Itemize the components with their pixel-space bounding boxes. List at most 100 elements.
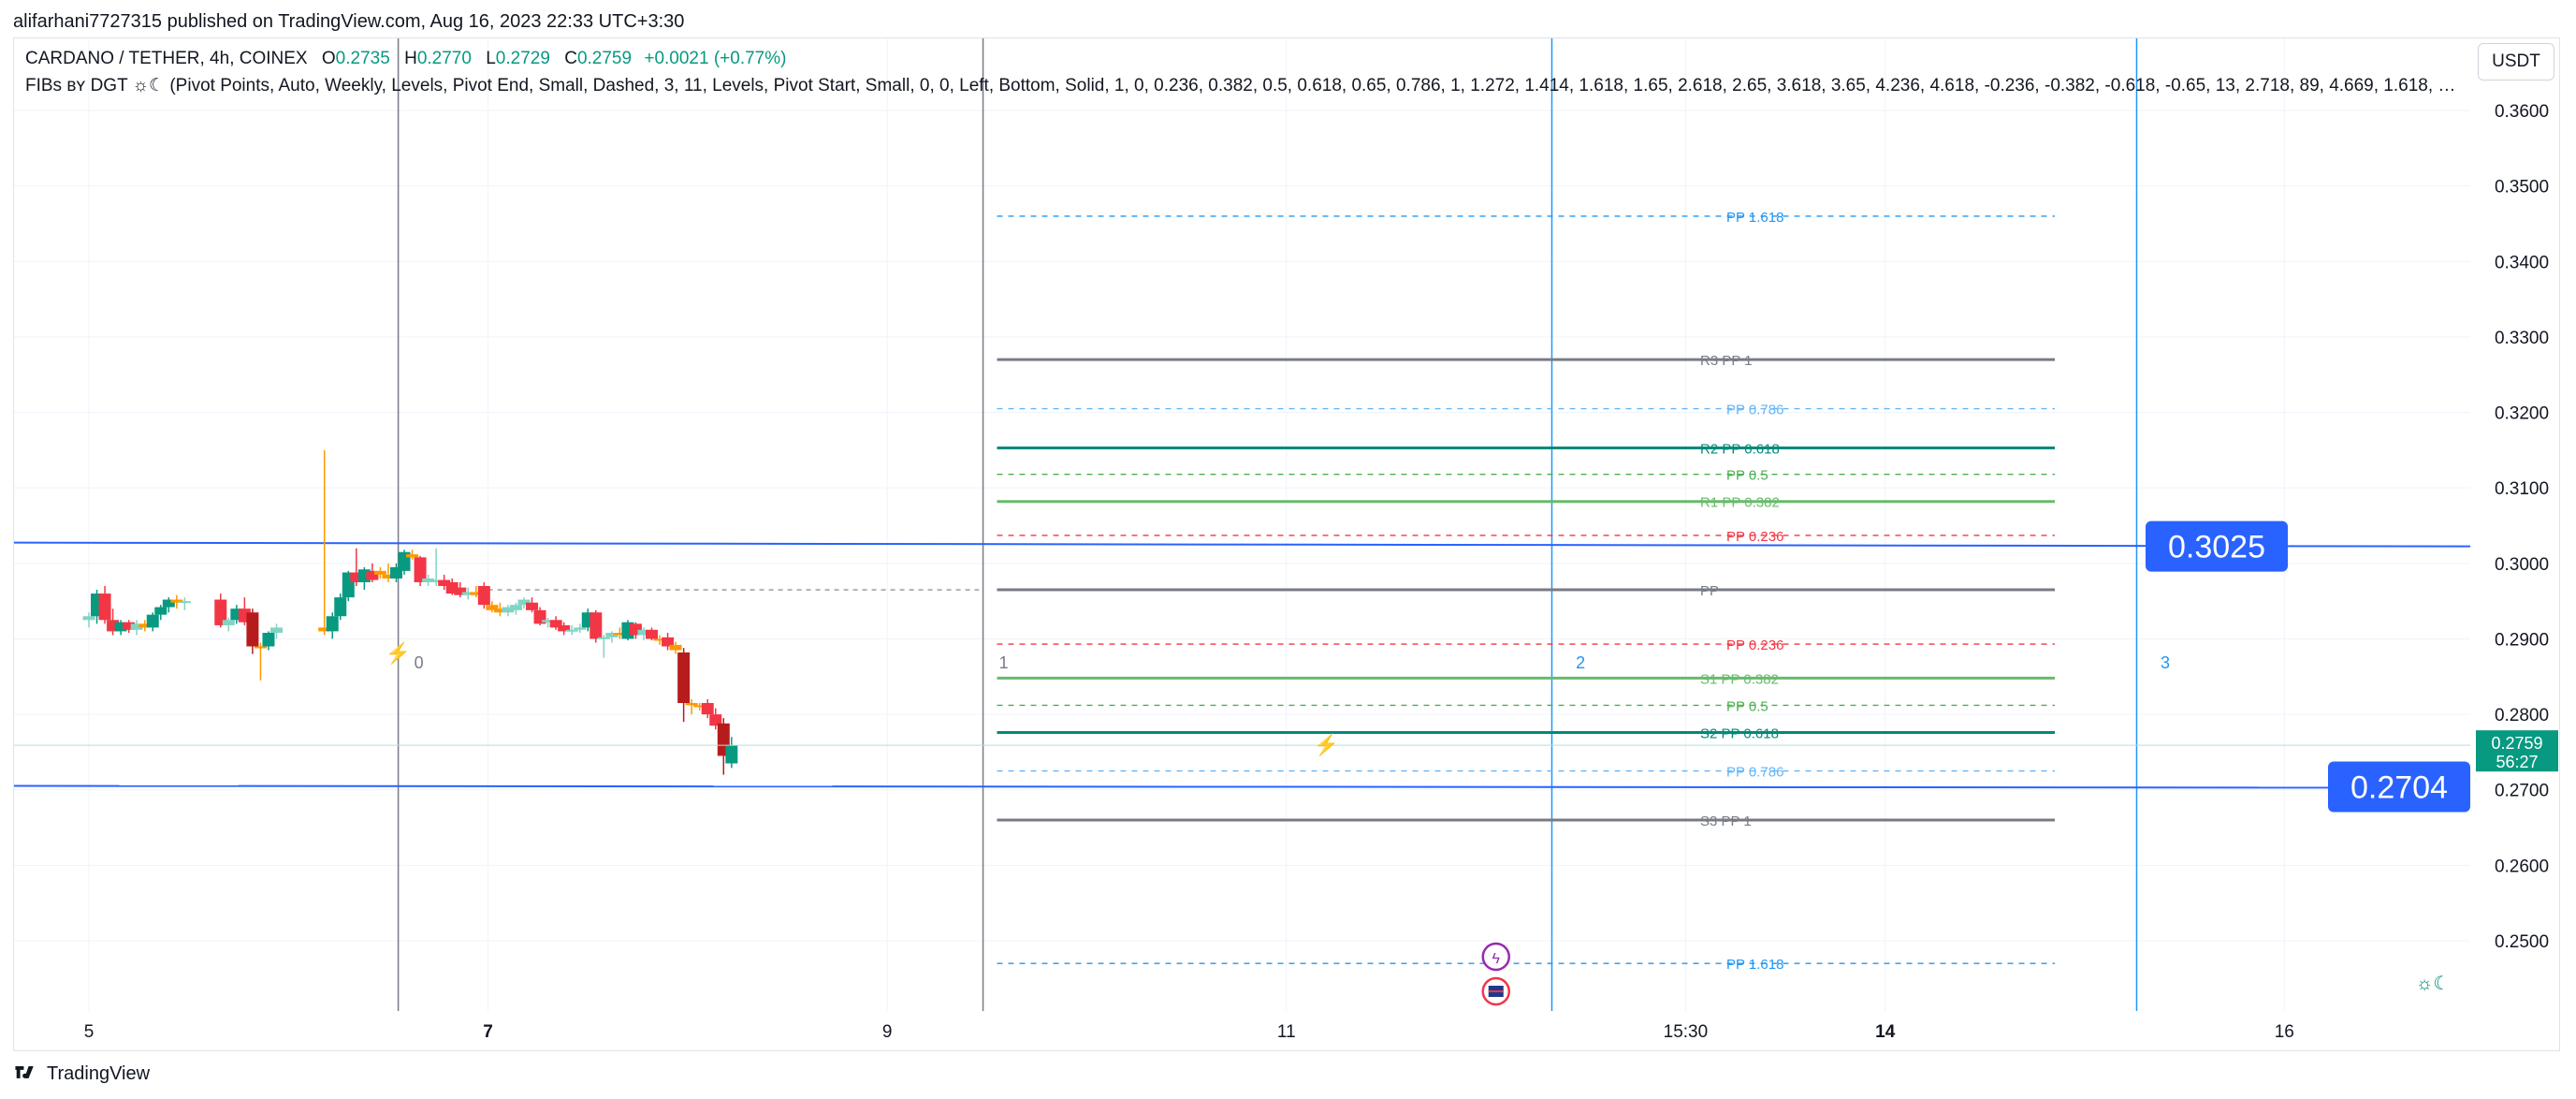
candle-body [486,605,499,610]
candle-body [526,602,539,610]
candle [154,605,167,621]
pivot-level-label: PP 0.5 [1726,468,1768,484]
candle [677,648,691,723]
candle-body [98,593,111,621]
candle-body [725,745,738,764]
candle-body [154,607,167,615]
pivot-level-label: R3 PP 1 [1700,353,1753,369]
candle [318,449,331,636]
pivot-level-label: PP 0.786 [1726,403,1783,418]
chart-frame [13,37,2560,1051]
candle-body [589,612,603,639]
candle-body [254,646,267,649]
candle-body [350,572,363,582]
week-marker-label: 3 [2161,653,2170,672]
candle-body [326,616,339,632]
tradingview-logo-icon[interactable] [13,1065,39,1083]
x-tick-label: 14 [1875,1022,1896,1042]
price-line-label: 0.3025 [2168,530,2265,565]
y-tick-label: 0.3500 [2495,178,2549,198]
candle [589,609,603,643]
candle-body [366,570,379,580]
candle-body [454,587,467,595]
symbol-title[interactable]: CARDANO / TETHER, 4h, COINEX [25,49,308,68]
high-value: 0.2770 [416,49,472,68]
candle [326,612,339,639]
pivot-levels: PP 1.618 R3 PP 1 PP 0.786 R2 PP 0.618 PP 0.5… [488,210,2056,973]
x-tick-label: 7 [483,1022,493,1042]
event-bolt-icon: ϟ [1492,951,1501,967]
pivot-level-label: PP 1.618 [1726,957,1783,973]
candle-body [701,702,714,715]
pivot-level-label: PP 0.786 [1726,765,1783,781]
pivot-level-label: PP 0.236 [1726,637,1783,653]
lightning-icon: ⚡ [1314,733,1339,757]
close-value: 0.2759 [576,49,633,68]
candle-body [82,616,95,621]
lightning-icon: ⚡ [386,641,411,666]
candles [82,449,738,775]
candle [178,597,191,610]
candle [334,593,347,621]
candle [646,627,659,641]
theme-icon: ☼☾ [2416,974,2450,994]
pivot-level-label: S1 PP 0.382 [1700,671,1779,687]
candle-body [477,586,490,606]
open-label: O [321,49,336,68]
candle-body [334,597,347,617]
x-tick-label: 11 [1277,1022,1296,1042]
ohlc-legend: CARDANO / TETHER, 4h, COINEX O0.2735 H0.… [25,49,786,69]
candle-body [597,637,610,639]
price-line-label-bg [2146,520,2288,572]
candle-body [470,592,483,595]
candle [597,635,610,658]
current-price-tag-bg [2476,730,2558,772]
horizontal-line [13,784,2471,789]
current-price-value: 0.2759 [2491,734,2542,753]
pivot-level-label: PP 0.5 [1726,698,1768,714]
candle [262,631,275,651]
candle-body [422,578,435,582]
candle-body [677,652,691,703]
y-tick-label: 0.2800 [2495,706,2549,725]
current-price-countdown: 56:27 [2496,753,2538,771]
candle [123,620,136,634]
candle [406,550,419,560]
candle [517,597,531,609]
candle [170,594,183,609]
currency-button[interactable]: USDT [2478,43,2554,81]
candle-body [613,633,626,636]
candle-body [246,612,259,647]
pivot-level-label: PP 1.618 [1726,210,1783,226]
candle [82,612,95,628]
x-tick-label: 9 [882,1022,893,1042]
candle-body [146,614,159,628]
candle [637,627,650,641]
footer-brand[interactable]: TradingView [47,1063,151,1084]
candle [429,548,443,587]
pivot-level-label: PP 0.236 [1726,529,1783,545]
candle-body [414,557,427,582]
indicator-legend[interactable]: FIBs ʙʏ DGT ☼☾ (Pivot Points, Auto, Week… [25,76,2463,95]
candle-body [517,599,531,606]
candle [454,581,467,598]
candle [669,641,682,654]
low-value: 0.2729 [495,49,550,68]
y-axis: 0.3600 0.3500 0.3400 0.3300 0.3200 0.3100 0.30… [2495,102,2549,952]
candle [162,597,175,613]
candle-body [685,702,698,706]
candle-body [178,601,191,604]
candle [701,698,714,719]
candle-body [549,620,562,628]
week-marker-label: 0 [415,653,424,672]
y-tick-label: 0.2600 [2495,857,2549,876]
candle-body [662,637,675,647]
horizontal-lines: 0.3025 0.2704 [13,520,2471,813]
vertical-markers [397,38,2138,1011]
candle-body [637,629,650,636]
y-tick-label: 0.3000 [2495,555,2549,575]
candle [114,620,127,636]
candle [138,620,152,632]
pivot-level-label: S3 PP 1 [1700,813,1752,829]
